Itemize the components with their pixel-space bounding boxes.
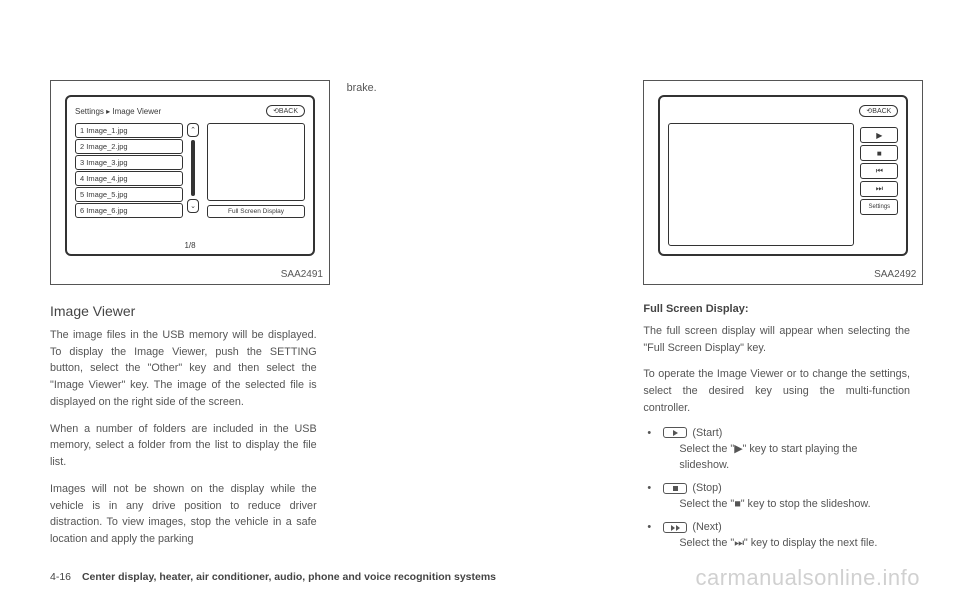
body-text: Images will not be shown on the display … bbox=[50, 481, 317, 548]
bullet-list: (Start) Select the "▶" key to start play… bbox=[643, 427, 910, 552]
bullet-item: (Stop) Select the "■" key to stop the sl… bbox=[643, 482, 910, 513]
page-footer: 4-16 Center display, heater, air conditi… bbox=[50, 571, 496, 583]
page-content: Settings ▸ Image Viewer ⟲BACK 1 Image_1.… bbox=[0, 0, 960, 590]
list-item: 4 Image_4.jpg bbox=[75, 171, 183, 186]
figure1-page-num: 1/8 bbox=[184, 241, 195, 250]
page-number: 4-16 bbox=[50, 571, 71, 583]
column-2: brake. bbox=[347, 80, 614, 560]
column-3: ⟲BACK ▶ ■ ⏮ ⏭ Settings SAA2492 Full Scre… bbox=[643, 80, 910, 560]
list-item: 5 Image_5.jpg bbox=[75, 187, 183, 202]
watermark: carmanualsonline.info bbox=[695, 565, 920, 591]
scroll-up-icon: ⌃ bbox=[187, 123, 199, 137]
bullet-desc: Select the "⏭" key to display the next f… bbox=[661, 535, 910, 552]
play-button-icon: ▶ bbox=[860, 127, 898, 143]
figure2-back-button: ⟲BACK bbox=[859, 105, 898, 117]
bullet-desc: Select the "■" key to stop the slideshow… bbox=[661, 496, 910, 513]
figure1-header: Settings ▸ Image Viewer ⟲BACK bbox=[75, 103, 305, 119]
settings-button: Settings bbox=[860, 199, 898, 215]
bullet-item: (Start) Select the "▶" key to start play… bbox=[643, 427, 910, 474]
bullet-label: (Stop) bbox=[692, 482, 721, 494]
figure2-buttons: ▶ ■ ⏮ ⏭ Settings bbox=[860, 127, 898, 215]
bullet-item: (Next) Select the "⏭" key to display the… bbox=[643, 521, 910, 552]
figure1-preview: Full Screen Display bbox=[207, 123, 305, 218]
next-button-icon: ⏭ bbox=[860, 181, 898, 197]
figure2-label: SAA2492 bbox=[874, 269, 916, 280]
play-icon bbox=[663, 427, 687, 438]
figure1-screen: Settings ▸ Image Viewer ⟲BACK 1 Image_1.… bbox=[65, 95, 315, 256]
prev-button-icon: ⏮ bbox=[860, 163, 898, 179]
body-text: To operate the Image Viewer or to change… bbox=[643, 366, 910, 416]
preview-box bbox=[207, 123, 305, 201]
list-item: 1 Image_1.jpg bbox=[75, 123, 183, 138]
stop-button-icon: ■ bbox=[860, 145, 898, 161]
body-text: brake. bbox=[347, 80, 614, 97]
figure1-breadcrumb: Settings ▸ Image Viewer bbox=[75, 107, 161, 116]
list-item: 6 Image_6.jpg bbox=[75, 203, 183, 218]
section-heading: Image Viewer bbox=[50, 303, 317, 319]
footer-title: Center display, heater, air conditioner,… bbox=[82, 571, 496, 583]
figure1-label: SAA2491 bbox=[281, 269, 323, 280]
body-text: When a number of folders are included in… bbox=[50, 421, 317, 471]
stop-icon bbox=[663, 483, 687, 494]
figure1-list: 1 Image_1.jpg 2 Image_2.jpg 3 Image_3.jp… bbox=[75, 123, 183, 219]
figure1-scrollbar: ⌃ ⌄ bbox=[187, 123, 199, 213]
figure1-back-button: ⟲BACK bbox=[266, 105, 305, 117]
figure2-display bbox=[668, 123, 854, 246]
scroll-track bbox=[191, 140, 195, 196]
body-text: The full screen display will appear when… bbox=[643, 323, 910, 356]
bullet-label: (Start) bbox=[692, 427, 722, 439]
scroll-down-icon: ⌄ bbox=[187, 199, 199, 213]
figure-2: ⟲BACK ▶ ■ ⏮ ⏭ Settings SAA2492 bbox=[643, 80, 923, 285]
subsection-heading: Full Screen Display: bbox=[643, 303, 910, 315]
figure-1: Settings ▸ Image Viewer ⟲BACK 1 Image_1.… bbox=[50, 80, 330, 285]
bullet-desc: Select the "▶" key to start playing the … bbox=[661, 441, 910, 474]
figure2-header: ⟲BACK bbox=[668, 103, 898, 119]
list-item: 2 Image_2.jpg bbox=[75, 139, 183, 154]
figure2-screen: ⟲BACK ▶ ■ ⏮ ⏭ Settings bbox=[658, 95, 908, 256]
body-text: The image files in the USB memory will b… bbox=[50, 327, 317, 411]
list-item: 3 Image_3.jpg bbox=[75, 155, 183, 170]
next-icon bbox=[663, 522, 687, 533]
column-1: Settings ▸ Image Viewer ⟲BACK 1 Image_1.… bbox=[50, 80, 317, 560]
full-screen-button: Full Screen Display bbox=[207, 205, 305, 218]
bullet-label: (Next) bbox=[692, 521, 721, 533]
